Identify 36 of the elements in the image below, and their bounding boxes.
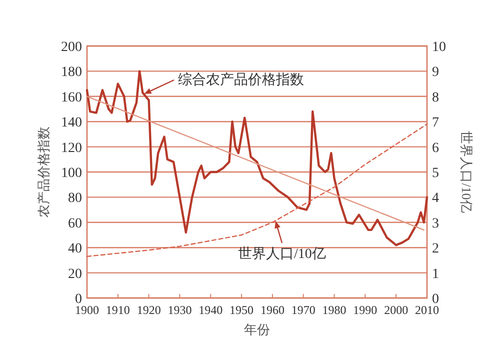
y2-tick-label: 2 bbox=[432, 242, 439, 257]
x-tick-label: 1990 bbox=[353, 303, 378, 317]
y2-tick-label: 1 bbox=[432, 266, 439, 282]
y-tick-label: 60 bbox=[68, 216, 82, 232]
y2-tick-label: 10 bbox=[432, 40, 446, 55]
x-tick-label: 1950 bbox=[230, 303, 254, 317]
annotation: 综合农产品价格指数 bbox=[178, 72, 304, 88]
y2-tick-label: 5 bbox=[432, 166, 439, 181]
x-tick-label: 1920 bbox=[136, 303, 161, 317]
x-axis-title: 年份 bbox=[244, 322, 270, 337]
y-axis-title: 农产品价格指数 bbox=[36, 126, 51, 218]
x-tick-label: 1940 bbox=[198, 303, 223, 317]
y-tick-label: 80 bbox=[68, 191, 82, 206]
y2-tick-label: 4 bbox=[432, 191, 439, 206]
y-tick-label: 160 bbox=[61, 90, 82, 106]
line-series bbox=[86, 70, 428, 246]
x-tick-label: 1930 bbox=[168, 303, 192, 317]
y2-axis-title: 世界人口/10亿 bbox=[459, 131, 474, 213]
y2-tick-label: 6 bbox=[432, 140, 439, 156]
y-tick-label: 40 bbox=[68, 242, 82, 257]
x-tick-label: 2000 bbox=[384, 303, 408, 317]
x-tick-label: 1970 bbox=[291, 303, 316, 317]
y2-tick-label: 9 bbox=[432, 65, 439, 80]
y-tick-label: 200 bbox=[61, 40, 82, 55]
y2-tick-label: 8 bbox=[432, 90, 439, 106]
y-tick-label: 20 bbox=[68, 266, 82, 282]
y-tick-label: 180 bbox=[61, 65, 82, 80]
y2-tick-label: 7 bbox=[432, 116, 439, 131]
y-tick-label: 120 bbox=[61, 140, 82, 156]
x-tick-label: 1960 bbox=[260, 303, 284, 317]
y2-tick-label: 3 bbox=[432, 216, 439, 232]
x-tick-label: 1980 bbox=[322, 303, 346, 317]
y-tick-label: 100 bbox=[61, 166, 82, 181]
annotation: 世界人口/10亿 bbox=[238, 246, 326, 262]
x-tick-label: 1910 bbox=[106, 303, 130, 317]
y-tick-label: 140 bbox=[61, 116, 82, 131]
